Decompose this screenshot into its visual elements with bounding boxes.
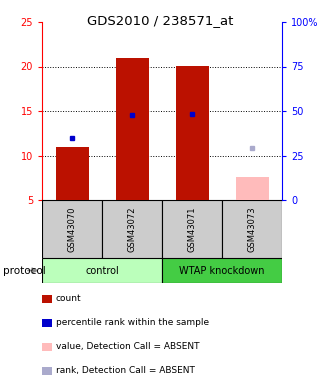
Text: percentile rank within the sample: percentile rank within the sample xyxy=(56,318,209,327)
Bar xyxy=(162,200,222,258)
Text: GSM43070: GSM43070 xyxy=(68,206,76,252)
Bar xyxy=(116,58,148,200)
Bar xyxy=(42,258,162,283)
Text: rank, Detection Call = ABSENT: rank, Detection Call = ABSENT xyxy=(56,366,195,375)
Bar xyxy=(175,66,209,200)
Bar xyxy=(42,200,102,258)
Bar xyxy=(55,147,89,200)
Text: WTAP knockdown: WTAP knockdown xyxy=(179,266,265,276)
Text: control: control xyxy=(85,266,119,276)
Bar xyxy=(102,200,162,258)
Text: count: count xyxy=(56,294,82,303)
Text: GDS2010 / 238571_at: GDS2010 / 238571_at xyxy=(87,14,233,27)
Bar xyxy=(236,177,268,200)
Text: GSM43071: GSM43071 xyxy=(188,206,196,252)
Text: GSM43072: GSM43072 xyxy=(127,206,137,252)
Text: protocol: protocol xyxy=(3,266,46,276)
Text: value, Detection Call = ABSENT: value, Detection Call = ABSENT xyxy=(56,342,199,351)
Bar xyxy=(162,258,282,283)
Text: GSM43073: GSM43073 xyxy=(247,206,257,252)
Bar xyxy=(222,200,282,258)
